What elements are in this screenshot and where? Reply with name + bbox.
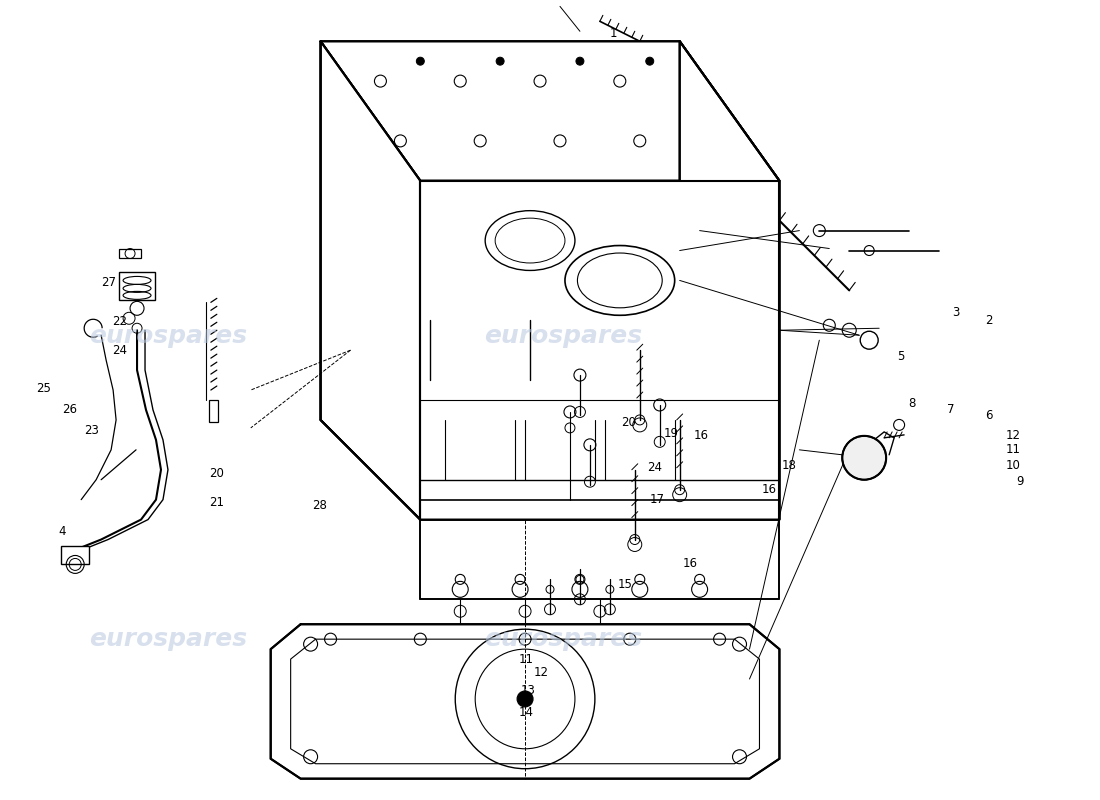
- Text: 13: 13: [520, 685, 536, 698]
- Text: 3: 3: [953, 306, 959, 319]
- Text: 9: 9: [1016, 475, 1023, 488]
- Polygon shape: [320, 42, 420, 519]
- Text: 5: 5: [898, 350, 905, 362]
- Text: 21: 21: [209, 495, 224, 509]
- Text: 22: 22: [112, 315, 128, 328]
- Text: 12: 12: [534, 666, 549, 679]
- Text: 28: 28: [312, 498, 327, 512]
- Text: 19: 19: [663, 427, 679, 440]
- Text: 12: 12: [1005, 430, 1021, 442]
- Text: 25: 25: [35, 382, 51, 394]
- Bar: [119, 273, 155, 300]
- Text: 26: 26: [62, 403, 77, 416]
- Polygon shape: [420, 181, 780, 519]
- Polygon shape: [680, 42, 780, 519]
- Bar: [62, 546, 89, 565]
- Text: 4: 4: [58, 525, 66, 538]
- Text: 17: 17: [650, 493, 666, 506]
- Circle shape: [416, 57, 425, 65]
- Circle shape: [646, 57, 653, 65]
- Polygon shape: [420, 519, 780, 599]
- Text: 1: 1: [609, 26, 617, 40]
- Polygon shape: [320, 42, 780, 181]
- Text: 11: 11: [518, 653, 534, 666]
- Text: 27: 27: [101, 275, 117, 289]
- Text: 20: 20: [209, 467, 224, 480]
- Text: 7: 7: [947, 403, 954, 416]
- Text: 11: 11: [1005, 443, 1021, 456]
- Circle shape: [843, 436, 887, 480]
- Text: 24: 24: [112, 344, 128, 357]
- Text: eurospares: eurospares: [484, 324, 642, 348]
- Text: 16: 16: [694, 430, 708, 442]
- Text: 23: 23: [84, 424, 99, 437]
- Circle shape: [576, 57, 584, 65]
- Text: 24: 24: [647, 462, 662, 474]
- Text: 2: 2: [986, 314, 992, 326]
- Text: 8: 8: [909, 398, 916, 410]
- Text: 20: 20: [621, 416, 637, 429]
- Text: eurospares: eurospares: [89, 324, 248, 348]
- Bar: [119, 249, 141, 258]
- Text: 18: 18: [782, 459, 796, 472]
- Text: 16: 16: [683, 557, 697, 570]
- Text: eurospares: eurospares: [484, 627, 642, 651]
- Text: 15: 15: [617, 578, 632, 591]
- Bar: [209, 400, 218, 422]
- Text: 14: 14: [518, 706, 534, 719]
- Text: 16: 16: [762, 482, 777, 496]
- Text: 6: 6: [986, 410, 992, 422]
- Text: 10: 10: [1005, 459, 1021, 472]
- Circle shape: [517, 691, 534, 707]
- Circle shape: [496, 57, 504, 65]
- Polygon shape: [271, 624, 780, 778]
- Text: eurospares: eurospares: [89, 627, 248, 651]
